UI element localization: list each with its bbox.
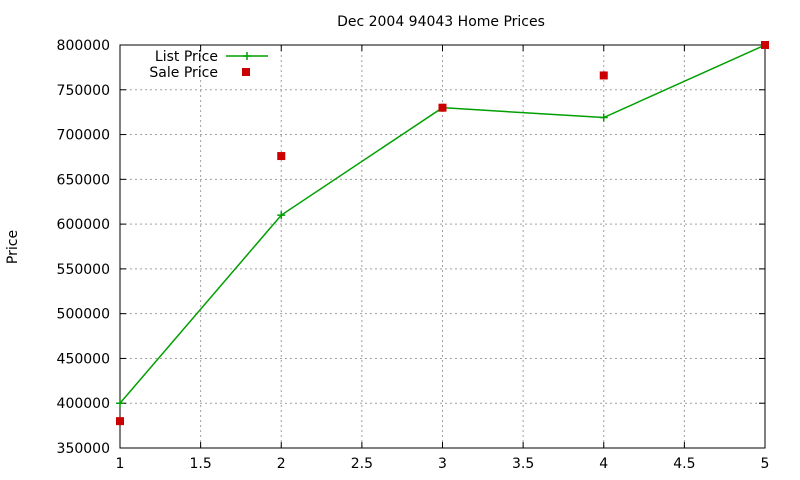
y-tick-label: 450000 <box>57 351 110 367</box>
axes: 1 1.5 2 2.5 3 3.5 4 4.5 5 350000 400000 450000 50000… <box>57 38 770 472</box>
list-price-point <box>277 211 286 220</box>
y-tick-label: 400000 <box>57 396 110 412</box>
list-price-point <box>599 113 608 122</box>
x-tick-label: 1.5 <box>189 456 211 472</box>
grid <box>120 45 765 448</box>
y-tick-label: 650000 <box>57 172 110 188</box>
x-tick-label: 1 <box>116 456 125 472</box>
y-tick-label: 750000 <box>57 83 110 99</box>
x-tick-label: 4 <box>599 456 608 472</box>
chart-title: Dec 2004 94043 Home Prices <box>337 14 545 30</box>
sale-price-point <box>599 71 608 80</box>
legend-label: List Price <box>155 49 218 65</box>
y-tick-label: 500000 <box>57 307 110 323</box>
y-tick-label: 700000 <box>57 128 110 144</box>
y-axis-label: Price <box>5 230 21 264</box>
x-tick-label: 3 <box>438 456 447 472</box>
list-price-point <box>116 399 124 408</box>
y-tick-label: 800000 <box>57 38 110 54</box>
sale-price-point <box>277 152 286 161</box>
x-tick-label: 4.5 <box>673 456 695 472</box>
x-tick-label: 2 <box>277 456 286 472</box>
sale-price-point <box>116 417 124 426</box>
x-tick-label: 2.5 <box>351 456 373 472</box>
x-tick-label: 5 <box>761 456 770 472</box>
plot-area <box>116 41 769 426</box>
y-tick-label: 350000 <box>57 441 110 457</box>
plot-frame <box>119 44 766 449</box>
legend-label: Sale Price <box>149 65 218 81</box>
y-tick-label: 600000 <box>57 217 110 233</box>
sale-price-point <box>438 103 447 112</box>
sale-price-point <box>761 41 769 49</box>
legend-plus-marker <box>243 52 251 60</box>
x-tick-label: 3.5 <box>512 456 534 472</box>
legend-square-marker <box>242 68 250 76</box>
y-tick-label: 550000 <box>57 262 110 278</box>
